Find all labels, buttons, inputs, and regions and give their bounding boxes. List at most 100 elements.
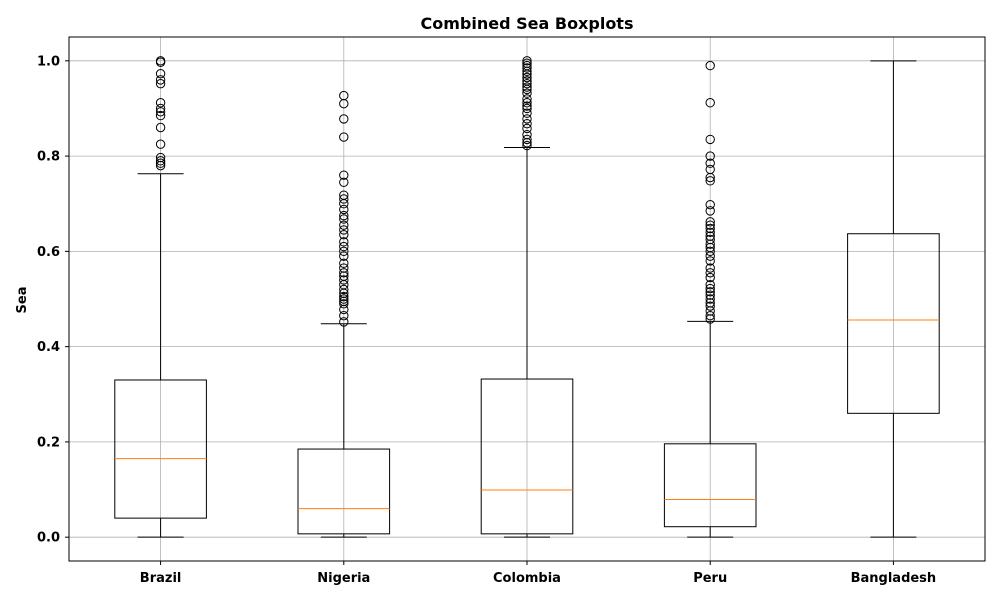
outlier-point [155,107,166,117]
outlier-point [155,78,166,89]
outlier-point [522,72,532,83]
outlier-point [705,234,715,245]
outlier-point [522,134,532,145]
box-group [663,60,757,538]
outlier-point [705,287,715,297]
outlier-point [522,123,532,134]
x-tick-label: Peru [693,571,727,586]
outlier-point [522,103,532,114]
outlier-point [155,98,166,108]
outlier-point [705,176,715,186]
outlier-point [522,76,532,86]
outlier-point [339,258,349,268]
outlier-point [522,63,532,73]
chart-title: Combined Sea Boxplots [421,14,634,33]
outlier-point [522,101,532,111]
outlier-point [705,199,715,210]
outlier-point [705,272,715,283]
outlier-point [339,204,349,215]
outlier-point [705,227,715,238]
outlier-point [705,231,715,241]
outlier-point [705,294,715,304]
outlier-point [155,110,166,121]
y-axis-label: Sea [15,287,30,314]
outlier-point [155,158,166,168]
box-iqr [847,233,940,414]
outlier-point [339,299,349,309]
x-tick-label: Bangladesh [851,571,937,586]
outlier-point [155,139,166,149]
outlier-point [155,122,166,133]
box-group [847,60,940,538]
y-tick-label: 1.0 [37,54,60,69]
outlier-point [522,98,532,108]
outlier-point [339,294,349,304]
x-tick-label: Colombia [493,571,561,586]
outlier-point [339,310,349,321]
outlier-point [705,158,715,168]
outlier-point [339,317,349,327]
outlier-point [339,114,349,124]
outlier-point [339,284,349,295]
outlier-point [522,108,532,118]
outlier-point [705,256,715,266]
outlier-point [705,98,715,108]
box-iqr [480,378,574,535]
y-tick-label: 0.4 [37,340,60,355]
outlier-point [705,246,715,257]
outlier-point [339,220,349,230]
x-tick-label: Brazil [140,571,182,586]
outlier-point [705,290,715,300]
outlier-point [522,114,532,124]
outlier-point [339,214,349,224]
outlier-point [339,237,349,247]
y-tick-label: 0.2 [37,435,60,450]
y-tick-label: 0.0 [37,531,60,546]
outlier-point [705,268,715,278]
outlier-point [339,210,349,221]
outlier-point [705,220,715,230]
outlier-point [339,190,349,200]
outlier-point [339,251,349,261]
outlier-point [522,118,532,129]
outlier-point [522,82,532,92]
outlier-point [155,152,166,163]
outlier-point [339,90,349,101]
outlier-point [522,94,532,104]
outlier-point [705,164,715,175]
outlier-point [705,301,715,311]
outlier-point [339,268,349,278]
outlier-point [522,58,532,68]
outlier-point [705,151,715,161]
box-iqr [297,448,391,535]
y-tick-label: 0.6 [37,245,60,260]
outlier-point [705,60,715,71]
outlier-point [339,177,349,187]
outlier-point [339,291,349,302]
outlier-point [339,194,349,204]
marks-layer [114,56,940,538]
outlier-point [339,241,349,252]
outlier-point [522,88,532,98]
outlier-point [705,298,715,308]
outlier-point [339,263,349,273]
outlier-point [705,280,715,290]
outlier-point [339,225,349,235]
outlier-point [705,283,715,294]
outlier-point [522,129,532,140]
x-tick-label: Nigeria [317,571,370,586]
outlier-point [522,60,532,71]
outlier-point [339,170,349,180]
outlier-point [705,310,715,321]
plot-frame [68,36,986,562]
box-group [297,90,391,538]
outlier-point [705,223,715,234]
outlier-point [155,156,166,166]
outlier-point [705,217,715,227]
box-group [114,56,207,538]
box-iqr [663,443,757,528]
outlier-point [339,229,349,240]
outlier-point [522,140,532,151]
outlier-point [339,132,349,142]
